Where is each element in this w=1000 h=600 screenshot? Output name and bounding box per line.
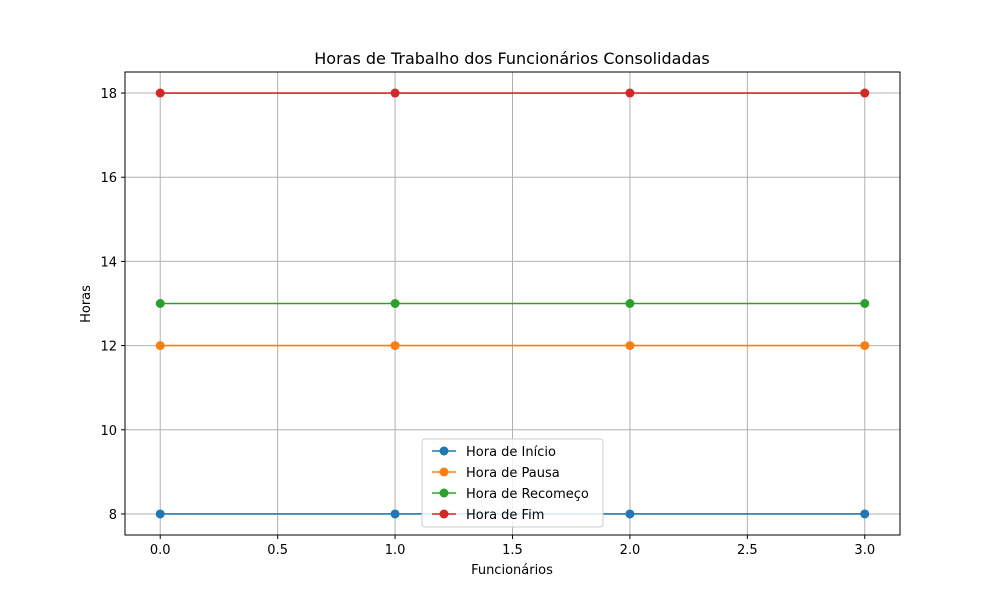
legend-item: Hora de Recomeço: [432, 487, 589, 502]
legend-swatch-marker: [439, 467, 449, 477]
data-point: [390, 88, 400, 98]
y-tick-label: 18: [100, 87, 117, 102]
x-tick-label: 1.0: [385, 543, 406, 558]
legend: Hora de Início Hora de Pausa Hora de Recom…: [421, 438, 604, 528]
x-axis-label: Funcionários: [471, 563, 553, 578]
legend-swatch-marker: [439, 488, 449, 498]
data-point: [155, 341, 165, 351]
series-2: [155, 341, 870, 351]
data-point: [390, 299, 400, 308]
data-point: [625, 509, 635, 519]
legend-box: [421, 438, 604, 528]
x-tick-label: 2.5: [737, 543, 758, 558]
data-point: [860, 299, 870, 308]
legend-item: Hora de Início: [432, 445, 556, 460]
data-point: [390, 341, 400, 351]
data-point: [860, 341, 870, 351]
x-tick-label: 0.5: [267, 543, 288, 558]
y-tick-label: 16: [100, 171, 117, 186]
x-tick-label: 0.0: [150, 543, 171, 558]
data-point: [155, 299, 165, 308]
ticks: 0.0 0.5 1.0 1.5 2.0 2.5 3.0 8 10 12 14 16 18: [100, 87, 875, 558]
data-point: [860, 509, 870, 519]
legend-label: Hora de Recomeço: [466, 487, 589, 502]
y-axis-label: Horas: [79, 285, 94, 323]
y-tick-label: 12: [100, 340, 117, 355]
data-point: [390, 509, 400, 519]
series-4: [155, 88, 870, 98]
data-point: [625, 88, 635, 98]
legend-label: Hora de Fim: [466, 508, 544, 523]
x-tick-label: 2.0: [620, 543, 641, 558]
y-tick-label: 8: [109, 508, 117, 523]
legend-label: Hora de Início: [466, 445, 556, 460]
y-tick-label: 14: [100, 255, 117, 270]
data-point: [860, 88, 870, 98]
y-tick-label: 10: [100, 424, 117, 439]
data-point: [625, 299, 635, 308]
series-3: [155, 299, 870, 308]
x-tick-label: 1.5: [502, 543, 523, 558]
data-point: [155, 509, 165, 519]
x-tick-label: 3.0: [854, 543, 875, 558]
legend-swatch-marker: [439, 446, 449, 456]
chart-title: Horas de Trabalho dos Funcionários Conso…: [314, 49, 710, 68]
legend-item: Hora de Fim: [432, 508, 544, 523]
data-point: [625, 341, 635, 351]
legend-label: Hora de Pausa: [466, 466, 560, 481]
data-point: [155, 88, 165, 98]
legend-item: Hora de Pausa: [432, 466, 560, 481]
legend-swatch-marker: [439, 509, 449, 519]
